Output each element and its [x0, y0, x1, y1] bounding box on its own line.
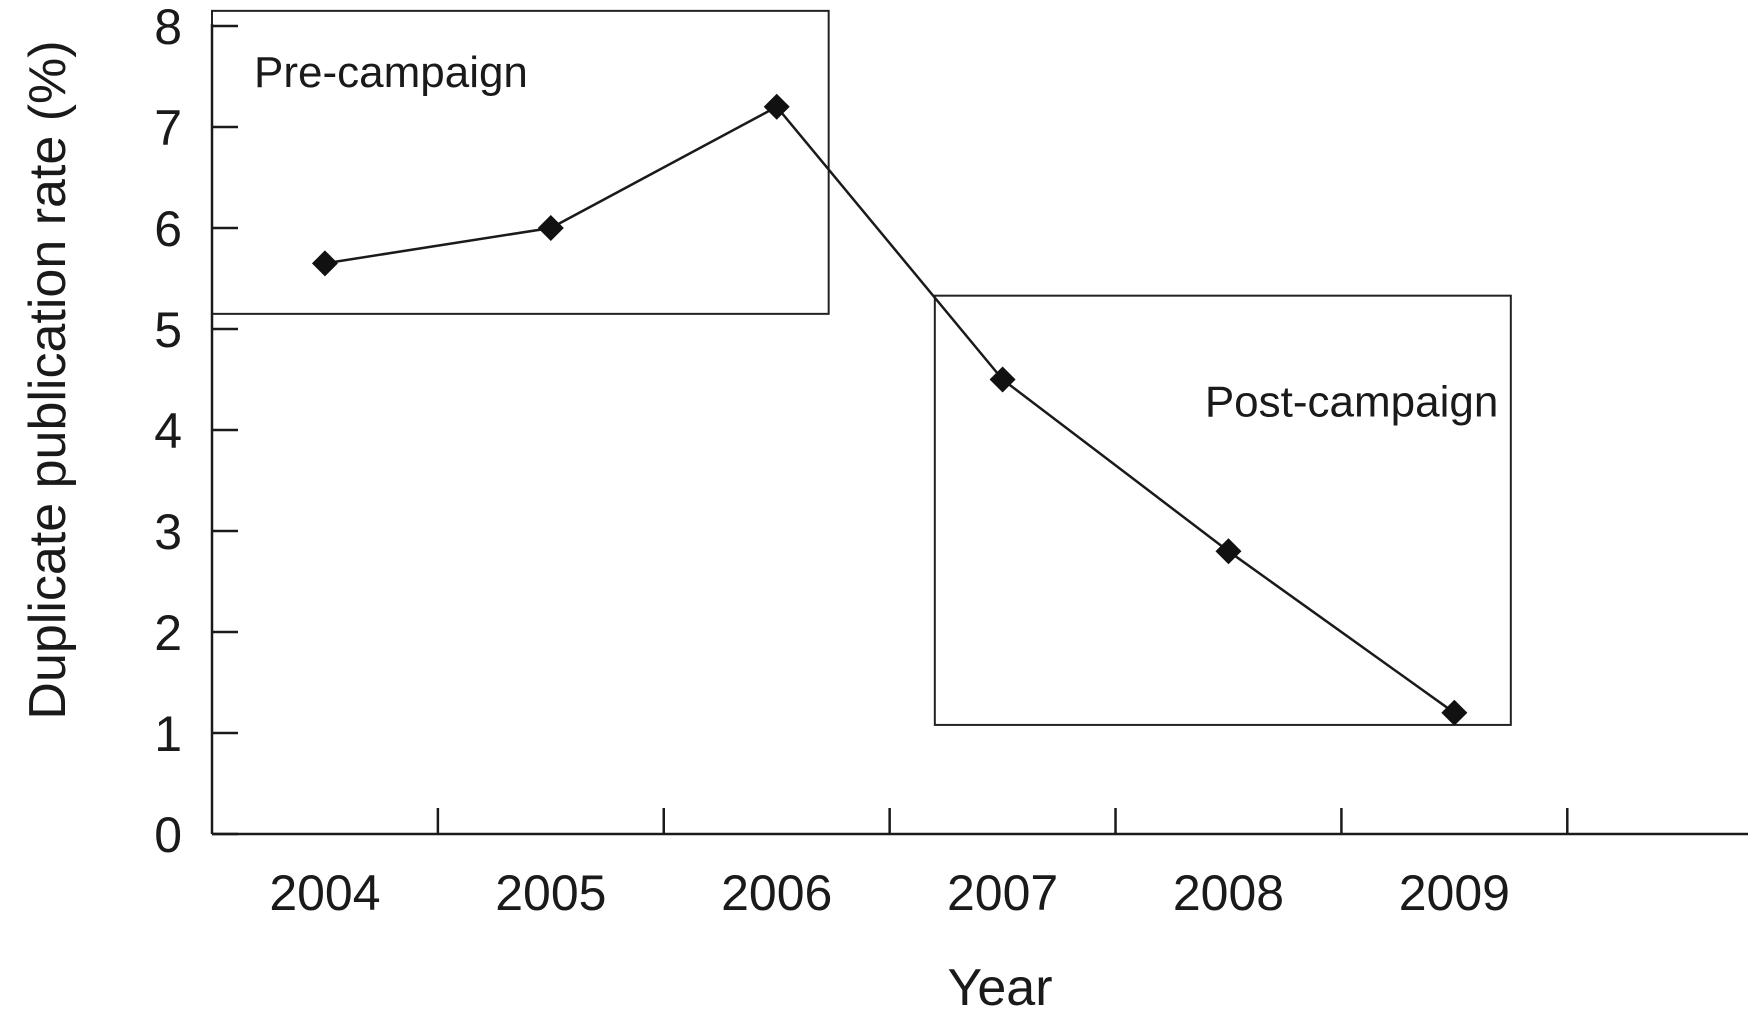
x-tick-label: 2009 — [1399, 865, 1510, 921]
y-tick-label: 4 — [154, 403, 182, 459]
y-axis-ticks: 0 1 2 3 4 5 6 7 8 — [154, 0, 238, 863]
y-tick-label: 6 — [154, 201, 182, 257]
y-tick-label: 5 — [154, 302, 182, 358]
annotation-regions: Pre-campaign Post-campaign — [211, 9, 1512, 726]
x-tick-label: 2008 — [1173, 865, 1284, 921]
y-tick-label: 8 — [154, 0, 182, 55]
y-tick-label: 1 — [154, 706, 182, 762]
data-point-marker — [311, 250, 338, 277]
post-campaign-label: Post-campaign — [1205, 378, 1498, 427]
x-axis-title: Year — [947, 959, 1052, 1015]
x-tick-label: 2007 — [947, 865, 1058, 921]
series-group — [311, 93, 1468, 726]
y-tick-label: 0 — [154, 807, 182, 863]
x-tick-label: 2005 — [495, 865, 606, 921]
series-line — [324, 105, 1456, 714]
y-tick-label: 7 — [154, 100, 182, 156]
y-axis-title: Duplicate publication rate (%) — [19, 40, 77, 719]
axes — [210, 24, 1748, 836]
data-point-marker — [1441, 699, 1468, 726]
x-axis-ticks: 2004 2005 2006 2007 2008 2009 — [269, 808, 1569, 921]
y-tick-label: 3 — [154, 504, 182, 560]
x-tick-label: 2004 — [269, 865, 380, 921]
data-point-marker — [537, 215, 564, 241]
pre-campaign-label: Pre-campaign — [254, 48, 528, 97]
data-point-marker — [989, 366, 1016, 393]
data-point-marker — [763, 93, 790, 120]
y-tick-label: 2 — [154, 605, 182, 661]
post-campaign-box — [933, 294, 1512, 726]
x-tick-label: 2006 — [721, 865, 832, 921]
data-point-marker — [1215, 538, 1242, 565]
